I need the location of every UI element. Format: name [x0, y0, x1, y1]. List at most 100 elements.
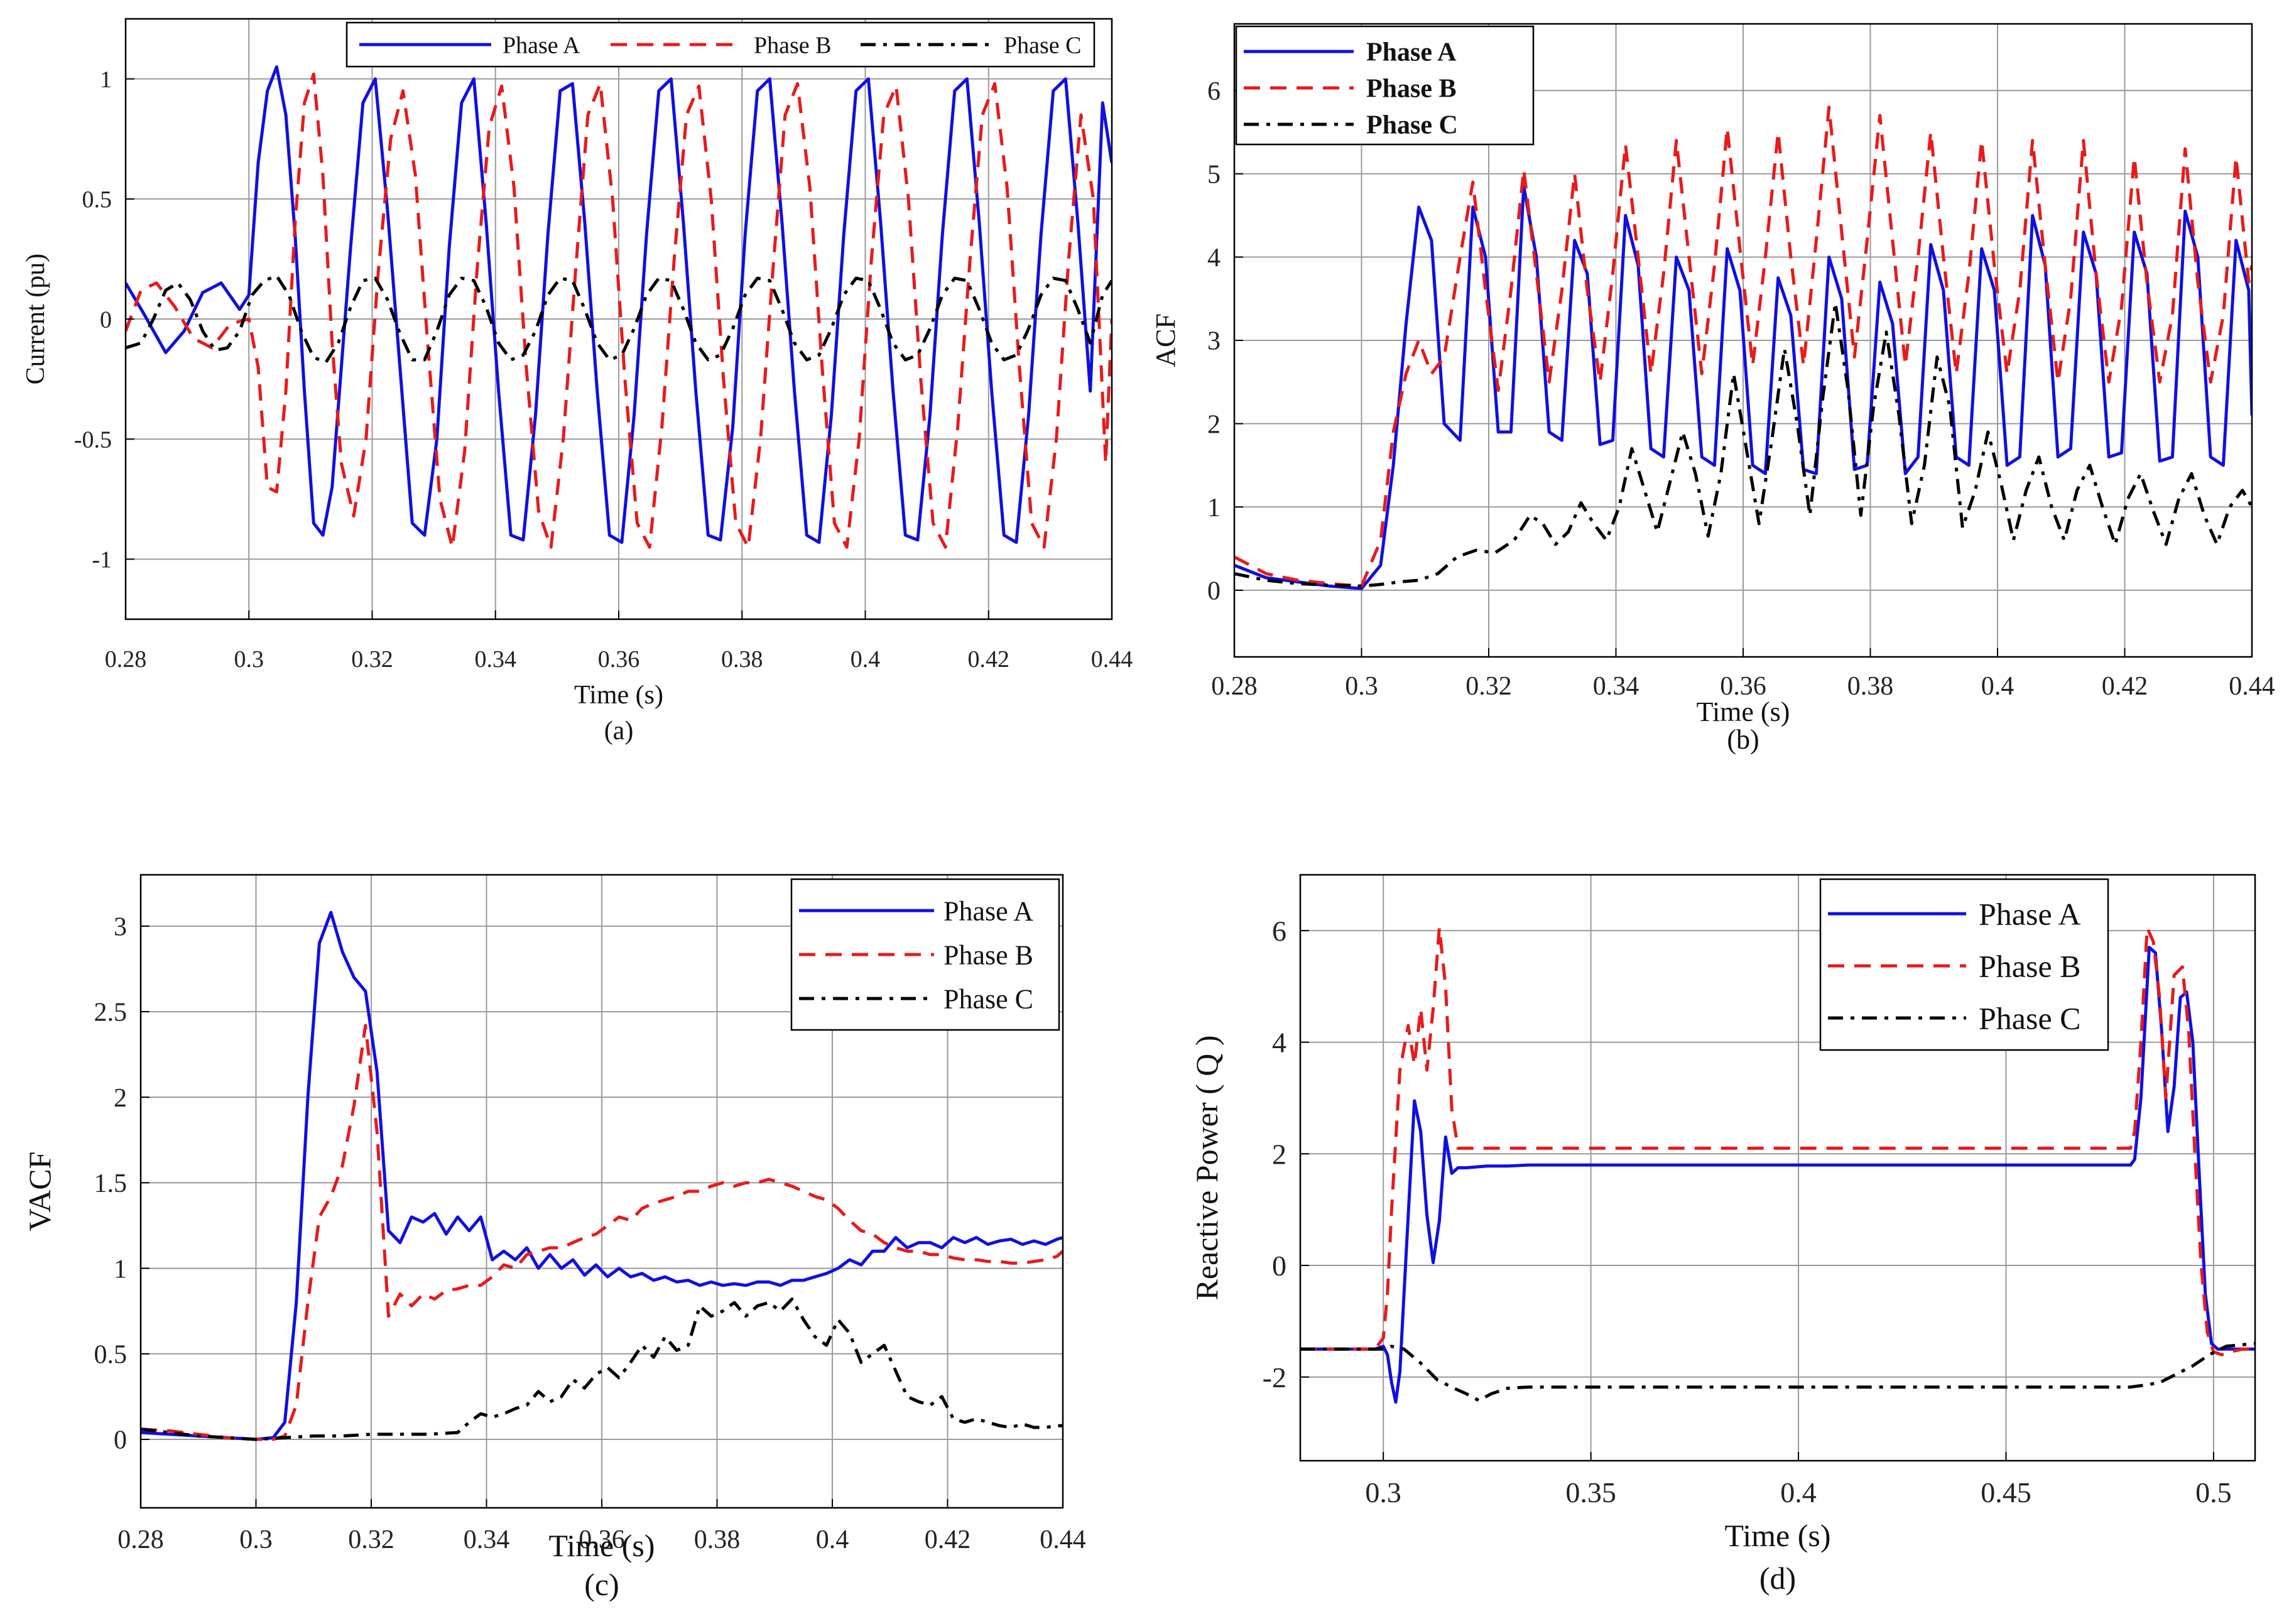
legend: Phase A Phase B Phase C — [345, 21, 1096, 68]
x-tick-label: 0.3 — [239, 1525, 273, 1554]
legend-entry: Phase C — [799, 983, 1033, 1014]
series-line-phase-b — [1300, 926, 2255, 1356]
legend-label: Phase A — [1366, 38, 1457, 67]
x-axis-label: Time (s) — [548, 1528, 655, 1563]
legend-label: Phase C — [1979, 1001, 2081, 1036]
panel-caption: (a) — [604, 717, 634, 745]
legend-label: Phase A — [1979, 897, 2081, 932]
series-group — [126, 65, 1112, 549]
x-tick-label: 0.28 — [105, 646, 147, 673]
x-tick-label: 0.44 — [1091, 646, 1133, 673]
legend-entry: Phase B — [1828, 949, 2081, 984]
x-tick-label: 0.36 — [598, 646, 640, 673]
x-axis-label: Time (s) — [1697, 696, 1790, 727]
x-tick-label: 0.28 — [1211, 672, 1258, 701]
series-line-phase-a — [1300, 946, 2255, 1404]
axes-frame — [1299, 874, 2256, 1462]
x-tick-label: 0.32 — [1465, 672, 1512, 701]
legend-label: Phase B — [943, 939, 1033, 970]
y-tick-label: 0 — [1272, 1250, 1286, 1282]
y-tick-label: 3 — [114, 912, 127, 941]
panel-caption: (b) — [1727, 724, 1759, 755]
y-tick-label: 1 — [114, 1255, 127, 1284]
legend-label: Phase B — [1366, 75, 1457, 104]
x-tick-label: 0.5 — [2195, 1476, 2232, 1508]
y-axis-label: ACF — [1150, 313, 1181, 367]
legend-entry: Phase B — [611, 32, 832, 58]
legend-entry: Phase C — [1244, 111, 1458, 140]
y-tick-label: 4 — [1207, 244, 1221, 273]
x-tick-label: 0.34 — [1593, 672, 1639, 701]
x-tick-label: 0.44 — [2229, 672, 2275, 701]
series-group — [1300, 926, 2255, 1404]
x-tick-label: 0.44 — [1040, 1525, 1086, 1554]
x-tick-label: 0.32 — [348, 1525, 394, 1554]
legend-entry: Phase C — [861, 32, 1082, 58]
x-tick-label: 0.4 — [851, 646, 881, 673]
y-tick-label: 2 — [1272, 1138, 1286, 1170]
y-tick-label: 2.5 — [94, 999, 128, 1027]
legend-label: Phase B — [754, 32, 832, 58]
x-tick-label: 0.45 — [1981, 1476, 2031, 1508]
y-tick-label: 6 — [1207, 77, 1221, 106]
y-axis-label: Current (pu) — [21, 254, 50, 385]
y-tick-label: 5 — [1207, 160, 1221, 189]
x-tick-label: 0.4 — [816, 1525, 849, 1554]
series-line-phase-c — [1300, 1341, 2255, 1402]
x-tick-label: 0.38 — [1847, 672, 1894, 701]
x-tick-label: 0.38 — [694, 1525, 741, 1554]
series-line-phase-b — [1234, 106, 2252, 588]
chart-panel-d: 0.3 0.35 0.4 0.45 0.5 -2 0 2 4 6 Time (s) Reactive … — [1189, 874, 2256, 1596]
panel-caption: (c) — [584, 1567, 619, 1602]
legend-label: Phase A — [503, 32, 580, 58]
x-tick-label: 0.3 — [234, 646, 264, 673]
legend-label: Phase B — [1979, 949, 2081, 984]
y-tick-label: 0 — [1207, 577, 1221, 606]
legend-entry: Phase A — [359, 32, 580, 58]
x-tick-label: 0.42 — [925, 1525, 971, 1554]
legend: Phase A Phase B Phase C — [790, 878, 1060, 1031]
y-tick-label: 0 — [114, 1426, 127, 1455]
x-tick-label: 0.34 — [464, 1525, 510, 1554]
series-line-phase-a — [126, 65, 1112, 544]
legend: Phase A Phase B Phase C — [1819, 878, 2109, 1051]
series-group — [141, 911, 1063, 1441]
y-tick-label: 1 — [1207, 494, 1221, 522]
y-tick-label: 6 — [1272, 915, 1286, 947]
x-tick-label: 0.38 — [721, 646, 763, 673]
series-line-phase-b — [126, 72, 1112, 549]
panel-caption: (d) — [1759, 1561, 1796, 1596]
y-tick-label: 4 — [1272, 1027, 1286, 1059]
x-tick-label: 0.3 — [1345, 672, 1378, 701]
y-tick-label: 3 — [1207, 327, 1221, 356]
y-tick-label: -2 — [1263, 1361, 1286, 1394]
y-tick-label: 2 — [1207, 410, 1221, 439]
legend-entry: Phase B — [799, 939, 1033, 970]
y-tick-label: -1 — [92, 547, 112, 573]
x-axis-label: Time (s) — [1724, 1518, 1830, 1553]
y-tick-label: 1.5 — [94, 1169, 128, 1198]
x-tick-label: 0.42 — [968, 646, 1010, 673]
x-tick-label: 0.34 — [475, 646, 517, 673]
series-line-phase-a — [141, 911, 1063, 1441]
x-tick-label: 0.42 — [2102, 672, 2148, 701]
series-line-phase-c — [1234, 301, 2252, 588]
chart-panel-c: 0.28 0.3 0.32 0.34 0.36 0.38 0.4 0.42 0.44 0 0.5 1 1… — [22, 874, 1086, 1602]
legend-label: Phase C — [1366, 111, 1458, 140]
chart-panel-b: 0.28 0.3 0.32 0.34 0.36 0.38 0.4 0.42 0.44 0 1 2 3 4 5… — [1150, 23, 2275, 755]
legend-entry: Phase A — [1244, 38, 1457, 67]
legend-entry: Phase A — [1828, 897, 2081, 932]
x-tick-label: 0.36 — [579, 1525, 625, 1554]
x-tick-label: 0.4 — [1780, 1476, 1817, 1508]
y-tick-label: 0.5 — [82, 187, 112, 213]
chart-panel-a: 0.28 0.3 0.32 0.34 0.36 0.38 0.4 0.42 0.44 -1 -0.5… — [21, 18, 1133, 745]
y-tick-label: 1 — [100, 67, 112, 93]
legend: Phase A Phase B Phase C — [1235, 25, 1535, 146]
y-tick-label: -0.5 — [74, 427, 112, 453]
legend-entry: Phase B — [1244, 75, 1457, 104]
series-line-phase-b — [141, 1024, 1063, 1441]
x-tick-label: 0.3 — [1365, 1476, 1401, 1508]
series-line-phase-c — [141, 1297, 1063, 1441]
x-tick-label: 0.32 — [351, 646, 393, 673]
y-axis-label: Reactive Power ( Q ) — [1189, 1035, 1224, 1300]
